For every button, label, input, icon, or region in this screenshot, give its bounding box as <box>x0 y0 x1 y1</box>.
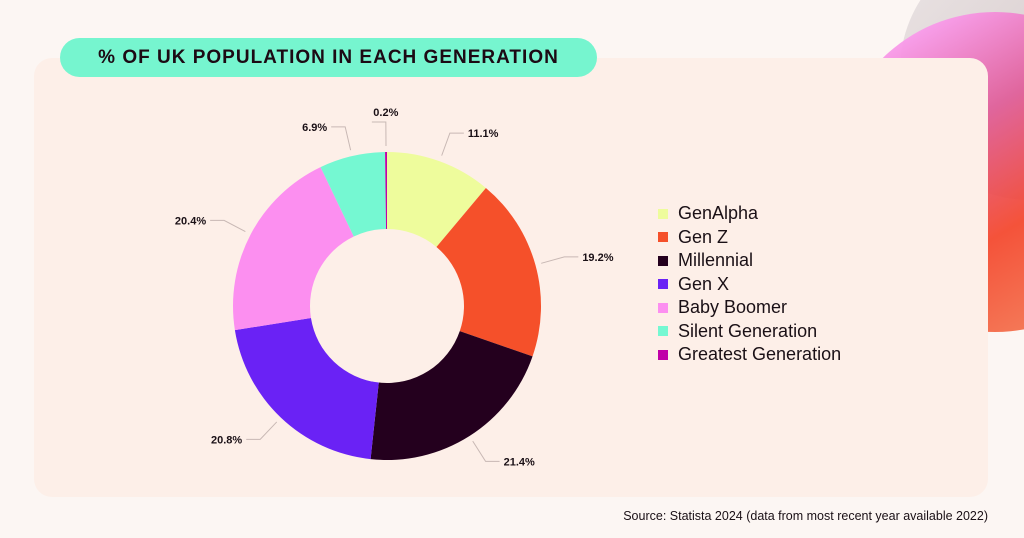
legend-label: Silent Generation <box>678 320 818 341</box>
donut-slice-baby-boomer <box>233 167 354 331</box>
data-label: 20.4% <box>175 215 206 227</box>
data-label: 19.2% <box>582 252 613 264</box>
donut-slice-silent-generation <box>320 152 387 237</box>
legend-item: Millennial <box>658 249 841 273</box>
donut-slice-genalpha <box>387 152 486 247</box>
legend-item: Gen Z <box>658 226 841 250</box>
legend-swatch <box>658 279 668 290</box>
leader-line <box>210 219 246 233</box>
legend-label: Millennial <box>678 250 754 271</box>
legend-label: Gen X <box>678 273 730 294</box>
legend-item: GenAlpha <box>658 202 841 226</box>
leader-line <box>246 421 278 440</box>
legend-item: Gen X <box>658 273 841 297</box>
chart-title: % OF UK POPULATION IN EACH GENERATION <box>60 38 597 77</box>
donut-slice-gen-z <box>436 187 541 357</box>
legend-item: Baby Boomer <box>658 296 841 320</box>
legend-item: Silent Generation <box>658 320 841 344</box>
legend-swatch <box>658 302 668 313</box>
legend-swatch <box>658 208 668 219</box>
donut-slice-millennial <box>370 331 533 460</box>
legend-swatch <box>658 349 668 360</box>
source-note: Source: Statista 2024 (data from most re… <box>623 509 988 523</box>
data-label: 21.4% <box>504 456 535 468</box>
legend-swatch <box>658 326 668 337</box>
legend-label: Greatest Generation <box>678 344 842 365</box>
legend-swatch <box>658 255 668 266</box>
legend-label: Gen Z <box>678 226 729 247</box>
leader-line <box>441 132 464 156</box>
data-label: 0.2% <box>373 107 398 119</box>
leader-line <box>541 256 579 264</box>
donut-slice-gen-x <box>234 318 379 460</box>
legend: GenAlpha Gen Z Millennial Gen X Baby Boomer S… <box>658 202 841 367</box>
leader-line <box>371 121 387 147</box>
leader-line <box>472 440 500 462</box>
leader-line <box>331 126 352 151</box>
legend-label: Baby Boomer <box>678 297 788 318</box>
data-label: 11.1% <box>468 128 499 140</box>
data-label: 20.8% <box>211 434 242 446</box>
legend-swatch <box>658 232 668 243</box>
legend-label: GenAlpha <box>678 203 759 224</box>
data-label: 6.9% <box>302 122 327 134</box>
donut-slice-greatest-generation <box>385 152 387 230</box>
legend-item: Greatest Generation <box>658 343 841 367</box>
